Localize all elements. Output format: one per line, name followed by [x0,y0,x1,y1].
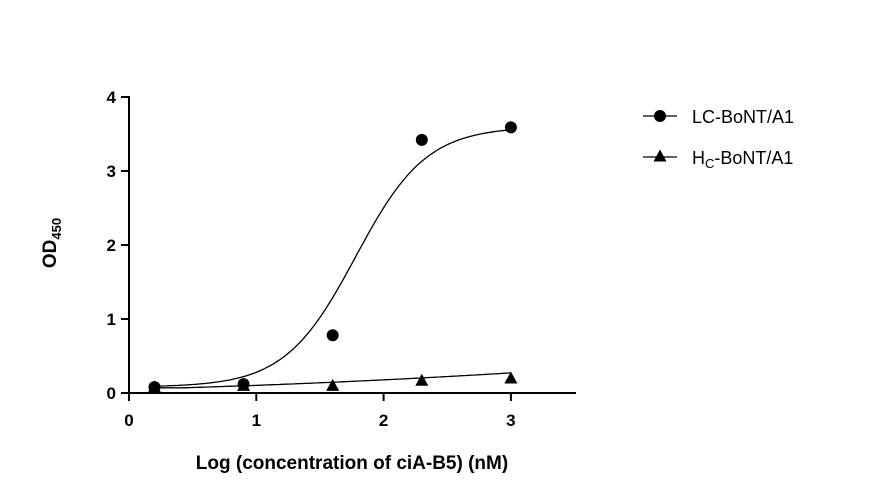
point-series-1-4 [504,371,518,384]
legend-item-1: HC-BoNT/A1 [643,148,793,171]
point-series-0-3 [415,133,428,146]
data-points [147,121,518,394]
fit-curves [154,129,511,389]
x-axis-title: Log (concentration of ciA-B5) (nM) [196,453,508,474]
y-tick-label-2: 2 [107,236,116,255]
y-tick-label-3: 3 [107,162,116,181]
legend-marker-0 [654,110,666,122]
point-series-1-3 [415,373,429,386]
y-axis-title: OD450 [40,218,64,268]
legend-label-sub-1: C [705,156,714,171]
y-tick-label-0: 0 [107,384,116,403]
legend-marker-1 [653,149,667,162]
y-axis-title-main: OD [40,240,61,269]
legend-label-main-0: LC-BoNT/A1 [692,107,794,127]
x-ticks: 0 1 2 3 [124,393,516,430]
legend-item-0: LC-BoNT/A1 [643,107,794,127]
point-series-1-1 [237,378,251,391]
y-tick-label-1: 1 [107,310,116,329]
plot-area: 0 1 2 3 4 0 1 2 3 [107,88,576,430]
point-series-0-4 [504,121,517,134]
x-tick-label-3: 3 [506,411,515,430]
point-series-1-0 [147,380,161,393]
x-tick-label-0: 0 [124,411,133,430]
legend-label-main-1: H [692,148,705,168]
x-tick-label-1: 1 [252,411,261,430]
point-series-0-2 [326,329,339,342]
fit-curve-series-0 [154,129,511,387]
legend-label-1: HC-BoNT/A1 [692,148,793,171]
x-tick-label-2: 2 [379,411,388,430]
y-axis-title-sub: 450 [49,218,64,240]
legend: LC-BoNT/A1 HC-BoNT/A1 [643,107,794,171]
legend-label-rest-1: -BoNT/A1 [714,148,793,168]
y-tick-label-4: 4 [107,88,117,107]
point-series-1-2 [326,378,340,391]
y-ticks: 0 1 2 3 4 [107,88,129,403]
legend-label-0: LC-BoNT/A1 [692,107,794,127]
